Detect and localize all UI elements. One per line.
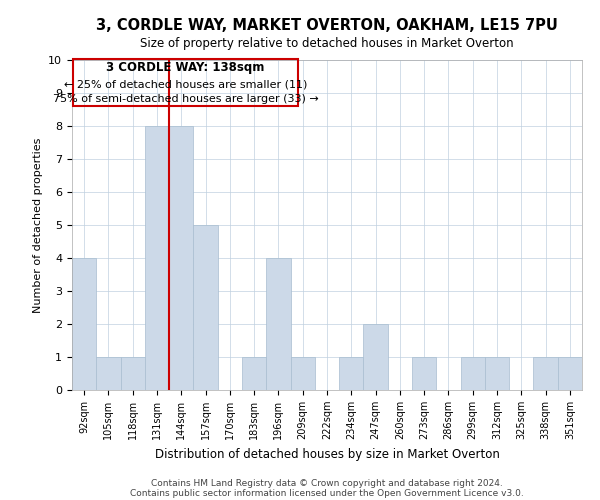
Text: 3 CORDLE WAY: 138sqm: 3 CORDLE WAY: 138sqm (106, 61, 265, 74)
Bar (364, 324, 388, 390)
Y-axis label: Number of detached properties: Number of detached properties (33, 138, 43, 312)
X-axis label: Distribution of detached houses by size in Market Overton: Distribution of detached houses by size … (155, 448, 499, 460)
Bar (193, 225, 218, 390)
Bar (290, 357, 315, 390)
Text: Contains public sector information licensed under the Open Government Licence v3: Contains public sector information licen… (130, 488, 524, 498)
Bar (72, 258, 96, 390)
Text: 75% of semi-detached houses are larger (33) →: 75% of semi-detached houses are larger (… (53, 94, 319, 104)
Bar (121, 357, 145, 390)
Bar (461, 357, 485, 390)
Bar (412, 357, 436, 390)
Bar (485, 357, 509, 390)
Bar (558, 357, 582, 390)
Bar (145, 126, 169, 390)
Bar (169, 126, 193, 390)
Bar (339, 357, 364, 390)
Bar (73, 60, 298, 106)
Text: 3, CORDLE WAY, MARKET OVERTON, OAKHAM, LE15 7PU: 3, CORDLE WAY, MARKET OVERTON, OAKHAM, L… (96, 18, 558, 32)
Text: Contains HM Land Registry data © Crown copyright and database right 2024.: Contains HM Land Registry data © Crown c… (151, 478, 503, 488)
Bar (533, 357, 558, 390)
Bar (96, 357, 121, 390)
Text: ← 25% of detached houses are smaller (11): ← 25% of detached houses are smaller (11… (64, 80, 307, 90)
Bar (266, 258, 290, 390)
Bar (242, 357, 266, 390)
Text: Size of property relative to detached houses in Market Overton: Size of property relative to detached ho… (140, 38, 514, 51)
